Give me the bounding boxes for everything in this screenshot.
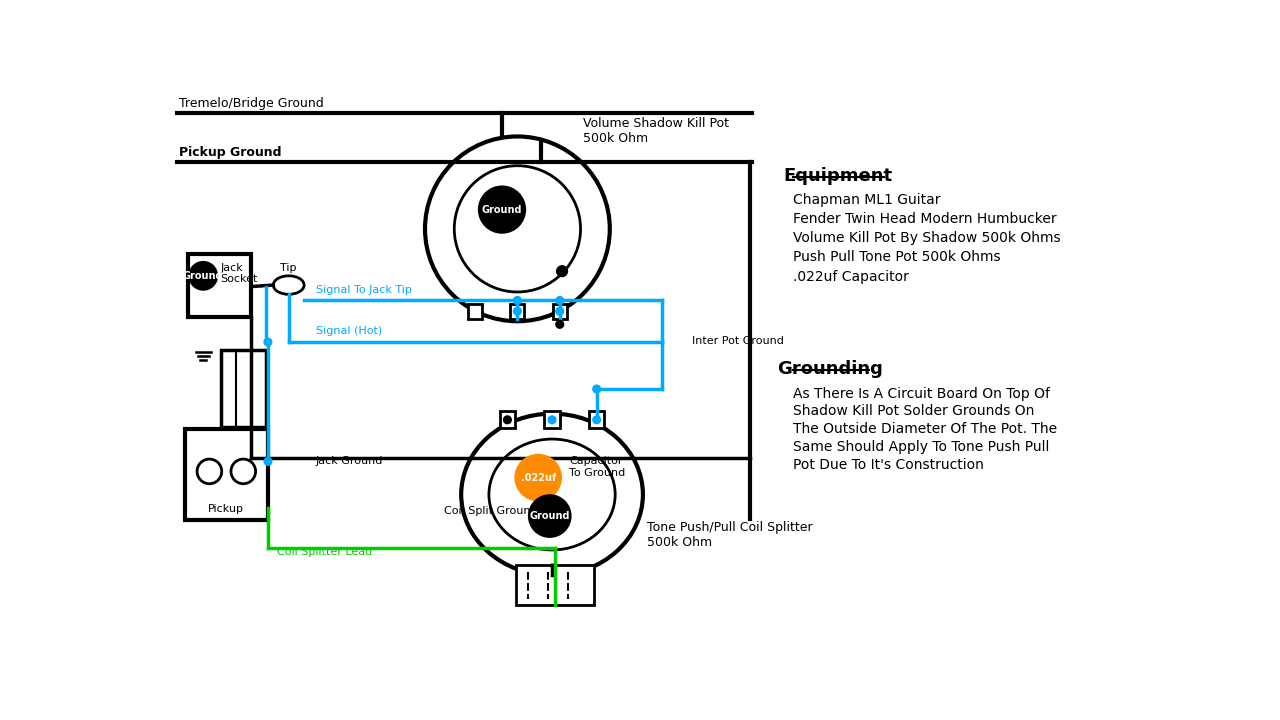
Circle shape (513, 307, 521, 315)
Text: Coil Splitter Lead: Coil Splitter Lead (278, 546, 372, 557)
Text: Capacitor
To Ground: Capacitor To Ground (570, 456, 625, 477)
Circle shape (425, 137, 609, 321)
Text: Coil Split Ground: Coil Split Ground (444, 505, 538, 516)
Text: Chapman ML1 Guitar: Chapman ML1 Guitar (794, 193, 941, 207)
Bar (511, 304, 525, 319)
Circle shape (556, 307, 563, 315)
Text: Jack
Socket: Jack Socket (220, 263, 257, 284)
Circle shape (529, 495, 571, 537)
Circle shape (513, 297, 521, 305)
Ellipse shape (461, 414, 643, 575)
Text: Equipment: Equipment (783, 167, 892, 185)
Circle shape (189, 262, 218, 289)
Circle shape (548, 416, 556, 423)
Ellipse shape (489, 439, 616, 550)
Text: .022uf: .022uf (521, 472, 556, 482)
Circle shape (454, 166, 581, 292)
Bar (468, 304, 483, 319)
Text: Tip: Tip (280, 264, 297, 273)
Text: Volume Shadow Kill Pot
500k Ohm: Volume Shadow Kill Pot 500k Ohm (582, 117, 728, 145)
Bar (589, 411, 604, 428)
Text: Push Pull Tone Pot 500k Ohms: Push Pull Tone Pot 500k Ohms (794, 251, 1001, 264)
Text: Grounding: Grounding (777, 360, 883, 378)
Circle shape (593, 385, 600, 393)
Circle shape (515, 454, 562, 500)
Text: Pot Due To It's Construction: Pot Due To It's Construction (794, 457, 984, 472)
Bar (499, 411, 515, 428)
Bar (544, 411, 559, 428)
Text: Jack Ground: Jack Ground (316, 456, 383, 467)
Text: Fender Twin Head Modern Humbucker: Fender Twin Head Modern Humbucker (794, 212, 1057, 226)
Circle shape (557, 266, 567, 276)
Text: Signal (Hot): Signal (Hot) (316, 326, 381, 336)
Circle shape (479, 186, 525, 233)
Text: Ground: Ground (183, 271, 224, 281)
Text: The Outside Diameter Of The Pot. The: The Outside Diameter Of The Pot. The (794, 422, 1057, 436)
Text: Tone Push/Pull Coil Splitter
500k Ohm: Tone Push/Pull Coil Splitter 500k Ohm (646, 521, 813, 549)
Circle shape (230, 459, 256, 484)
Text: Pickup Ground: Pickup Ground (179, 145, 282, 158)
Text: Ground: Ground (481, 204, 522, 215)
Text: Shadow Kill Pot Solder Grounds On: Shadow Kill Pot Solder Grounds On (794, 405, 1034, 418)
Circle shape (197, 459, 221, 484)
Text: Inter Pot Ground: Inter Pot Ground (692, 336, 785, 346)
Circle shape (593, 416, 600, 423)
Circle shape (556, 297, 563, 305)
Bar (516, 565, 594, 606)
Ellipse shape (274, 276, 305, 294)
Circle shape (264, 457, 271, 465)
Text: As There Is A Circuit Board On Top Of: As There Is A Circuit Board On Top Of (794, 387, 1050, 401)
Circle shape (556, 320, 563, 328)
Bar (188, 254, 251, 318)
Text: Same Should Apply To Tone Push Pull: Same Should Apply To Tone Push Pull (794, 440, 1050, 454)
Bar (221, 350, 266, 427)
Circle shape (264, 338, 271, 346)
Circle shape (503, 416, 511, 423)
Bar (553, 304, 567, 319)
Text: Tremelo/Bridge Ground: Tremelo/Bridge Ground (179, 97, 324, 110)
Text: Volume Kill Pot By Shadow 500k Ohms: Volume Kill Pot By Shadow 500k Ohms (794, 231, 1061, 245)
Text: .022uf Capacitor: .022uf Capacitor (794, 270, 909, 284)
Bar (184, 429, 268, 520)
Text: Pickup: Pickup (209, 504, 244, 514)
Text: Ground: Ground (530, 511, 570, 521)
Text: Signal To Jack Tip: Signal To Jack Tip (316, 284, 412, 294)
